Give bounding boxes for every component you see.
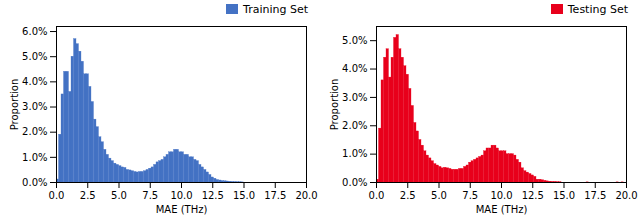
svg-text:MAE (THz): MAE (THz): [476, 204, 528, 215]
svg-text:3.0%: 3.0%: [22, 101, 47, 112]
svg-text:0.0%: 0.0%: [342, 177, 367, 188]
svg-text:5.0%: 5.0%: [342, 35, 367, 46]
svg-text:10.0: 10.0: [490, 190, 512, 201]
svg-text:2.0%: 2.0%: [342, 120, 367, 131]
svg-text:1.0%: 1.0%: [22, 152, 47, 163]
svg-text:20.0: 20.0: [295, 190, 317, 201]
svg-text:7.5: 7.5: [142, 190, 158, 201]
svg-text:Proportion: Proportion: [329, 79, 340, 131]
svg-text:10.0: 10.0: [170, 190, 192, 201]
svg-text:1.0%: 1.0%: [342, 148, 367, 159]
svg-text:2.5: 2.5: [400, 190, 416, 201]
svg-text:20.0: 20.0: [615, 190, 637, 201]
svg-text:2.5: 2.5: [80, 190, 96, 201]
svg-text:2.0%: 2.0%: [22, 126, 47, 137]
svg-text:5.0: 5.0: [111, 190, 127, 201]
html-text:Training Set: Training Set: [243, 2, 308, 16]
svg-text:3.0%: 3.0%: [342, 92, 367, 103]
svg-text:Proportion: Proportion: [9, 79, 20, 131]
svg-text:0.0: 0.0: [369, 190, 385, 201]
svg-text:5.0: 5.0: [431, 190, 447, 201]
svg-text:4.0%: 4.0%: [22, 76, 47, 87]
html-text:Testing Set: Testing Set: [567, 2, 628, 16]
svg-text:15.0: 15.0: [553, 190, 575, 201]
svg-text:12.5: 12.5: [522, 190, 544, 201]
svg-text:15.0: 15.0: [233, 190, 255, 201]
svg-text:MAE (THz): MAE (THz): [156, 204, 208, 215]
svg-text:7.5: 7.5: [462, 190, 478, 201]
svg-text:6.0%: 6.0%: [22, 26, 47, 37]
svg-text:17.5: 17.5: [264, 190, 286, 201]
svg-text:17.5: 17.5: [584, 190, 606, 201]
svg-text:0.0: 0.0: [49, 190, 65, 201]
svg-text:0.0%: 0.0%: [22, 177, 47, 188]
svg-text:5.0%: 5.0%: [22, 51, 47, 62]
svg-text:4.0%: 4.0%: [342, 63, 367, 74]
svg-text:12.5: 12.5: [202, 190, 224, 201]
